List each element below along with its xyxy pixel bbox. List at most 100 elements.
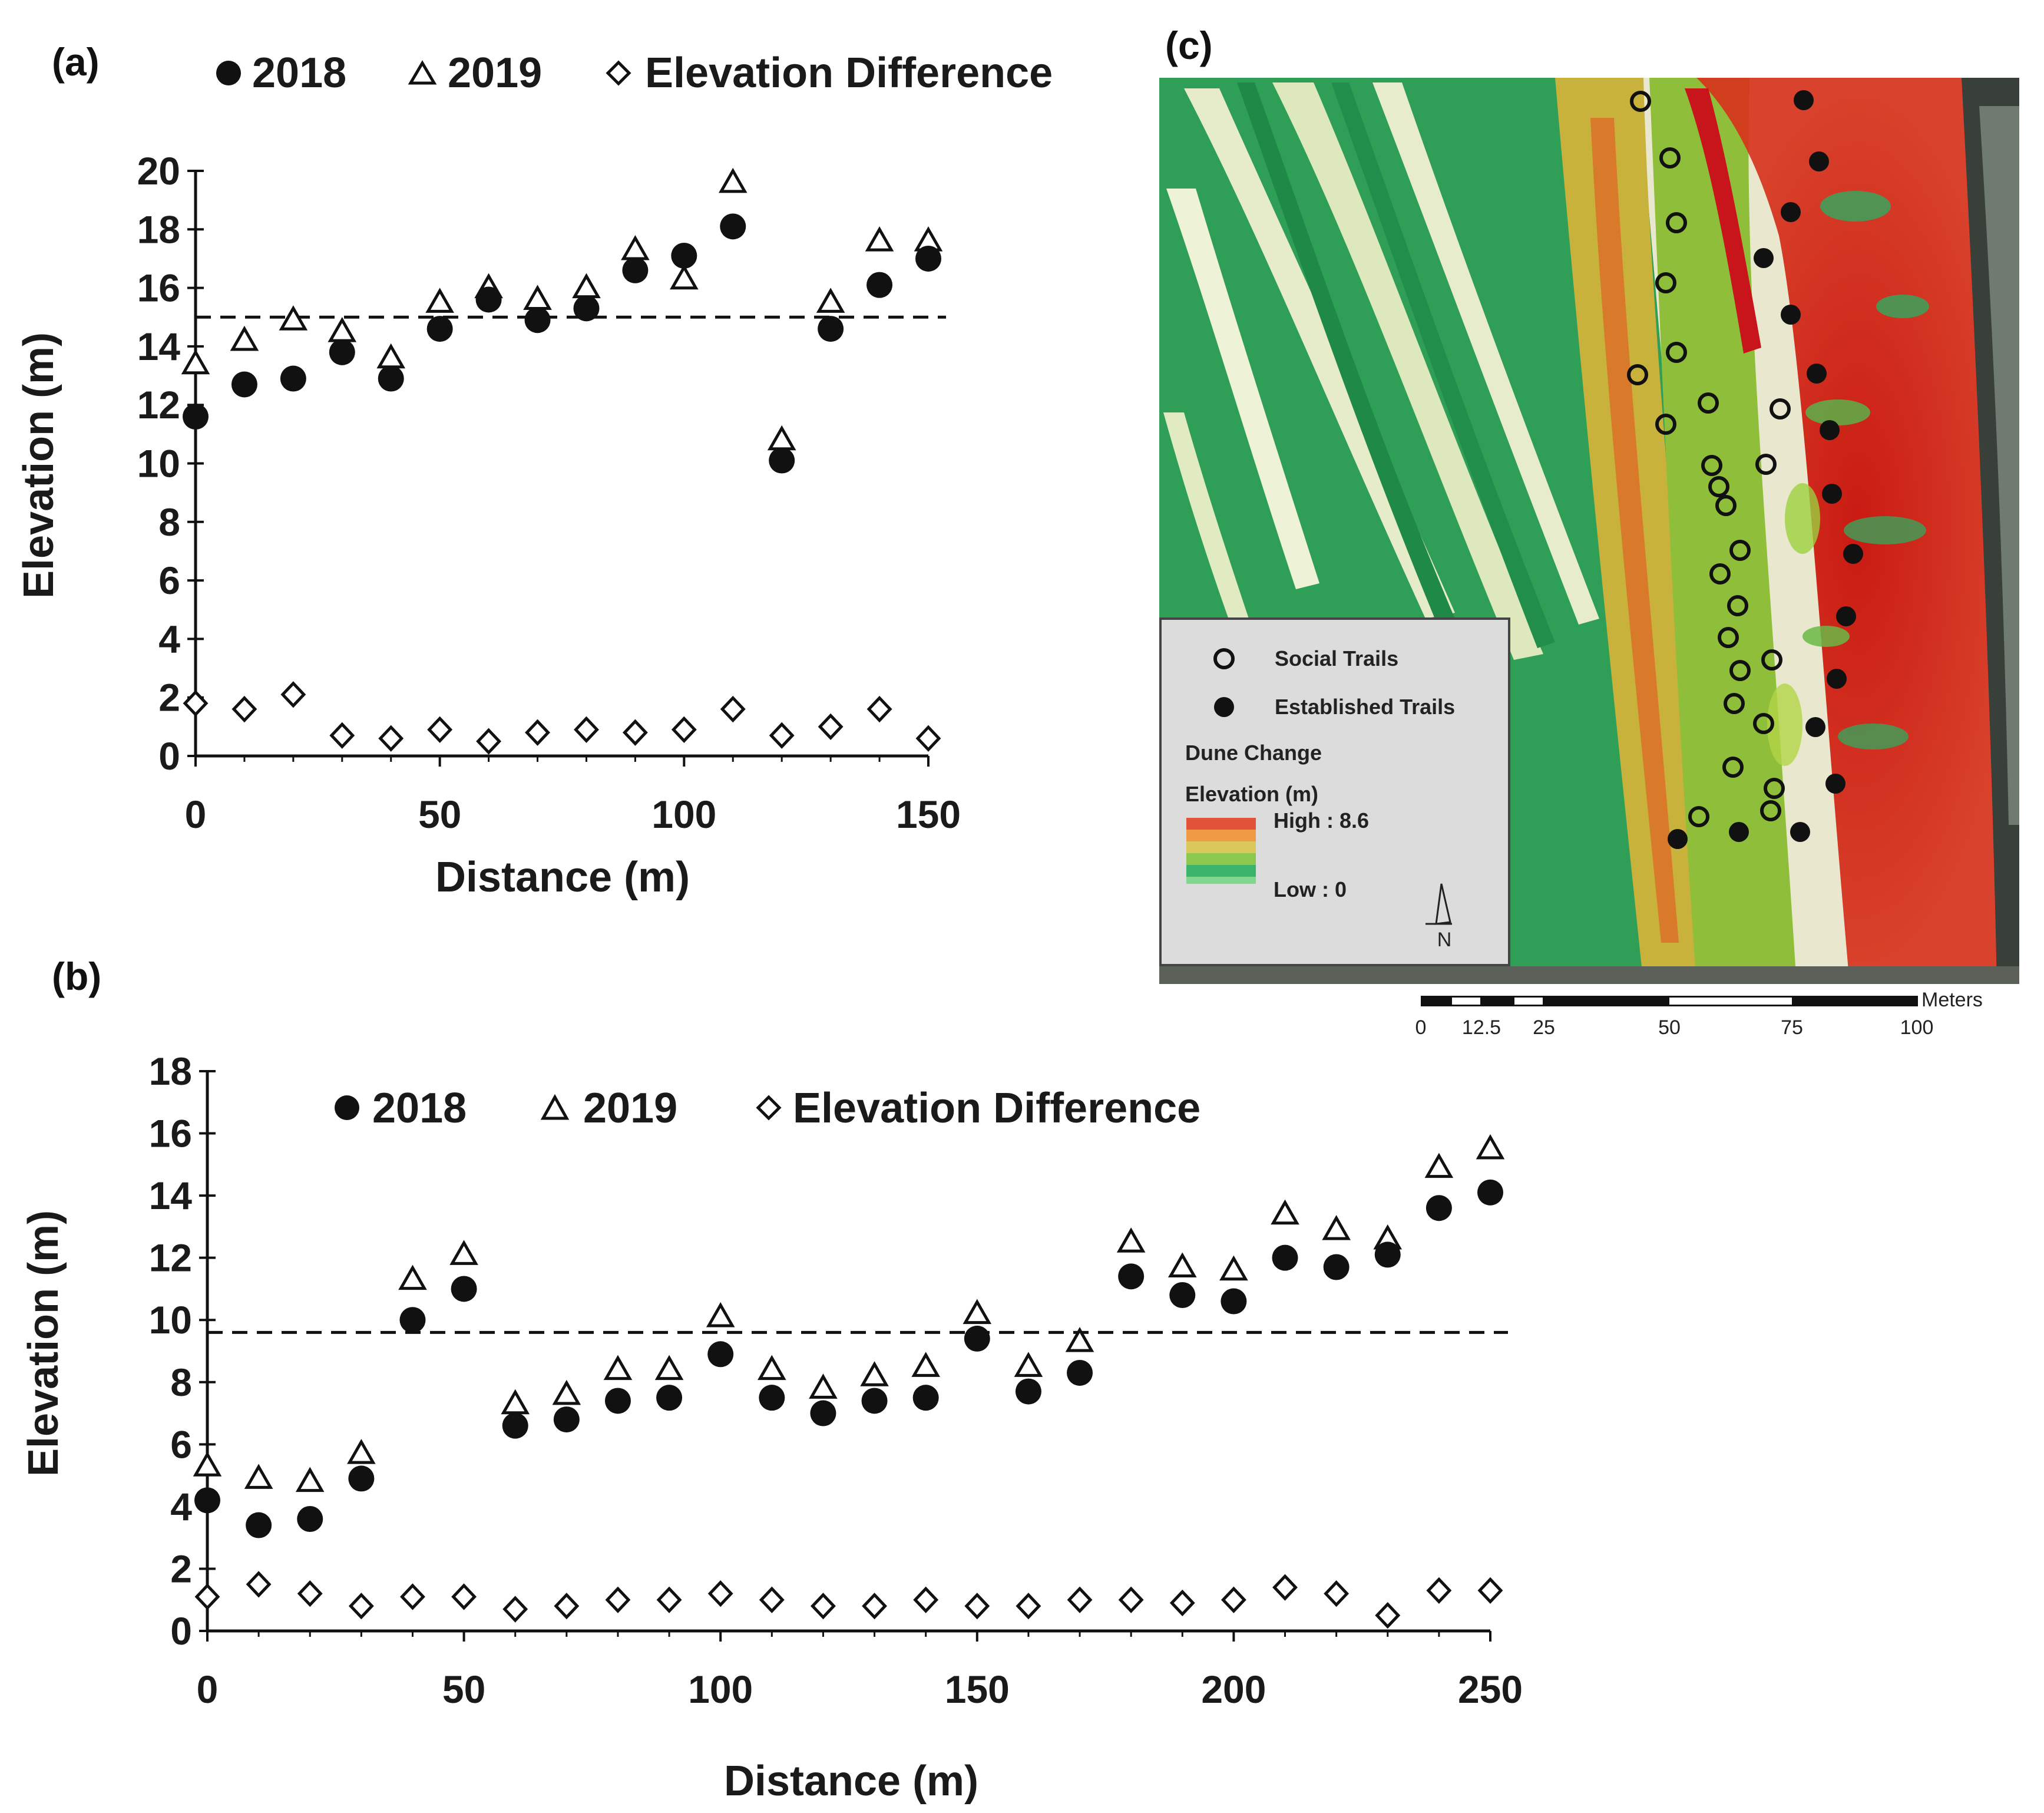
social-trail-point <box>1666 342 1687 363</box>
social-trail-point <box>1718 627 1739 648</box>
x-tick-label: 150 <box>945 1667 1010 1711</box>
legend-2019-marker <box>408 60 437 85</box>
legend-elevation-difference-label: Elevation Difference <box>645 49 1053 97</box>
social-trail-point <box>1770 398 1791 420</box>
color-ramp <box>1186 818 1256 884</box>
point-2019 <box>501 1389 530 1415</box>
point-2019 <box>347 1439 376 1464</box>
point-2019 <box>809 1373 838 1399</box>
social-trail-point <box>1715 495 1737 516</box>
established-trail-point <box>1781 305 1801 325</box>
dune-change-title: Dune Change <box>1185 741 1322 765</box>
legend-elevation-difference-marker <box>606 60 631 86</box>
point-2018 <box>502 1412 528 1439</box>
point-2018 <box>915 245 941 272</box>
panel-c-label: (c) <box>1165 24 1213 67</box>
point-2019 <box>398 1264 427 1290</box>
point-2018 <box>1323 1254 1350 1280</box>
point-2018 <box>861 1388 888 1414</box>
social-trail-point <box>1627 364 1648 385</box>
point-elevation-difference <box>1426 1577 1452 1604</box>
established-trail-point <box>1809 151 1829 171</box>
established-trails-symbol <box>1214 697 1234 717</box>
panel-b-label: (b) <box>52 955 101 998</box>
point-elevation-difference <box>1118 1586 1144 1613</box>
point-elevation-difference <box>915 725 941 752</box>
legend-elevation-difference-label: Elevation Difference <box>793 1085 1200 1132</box>
point-2018 <box>1169 1282 1196 1308</box>
scale-tick-label: 100 <box>1900 1016 1934 1039</box>
x-tick-label: 0 <box>197 1667 219 1711</box>
social-trail-point <box>1630 91 1651 112</box>
point-elevation-difference <box>554 1593 580 1620</box>
point-elevation-difference <box>818 713 844 740</box>
established-trail-point <box>1754 248 1774 268</box>
point-2018 <box>1374 1241 1401 1268</box>
y-tick-label: 18 <box>137 207 180 251</box>
legend-2018-label: 2018 <box>252 49 346 97</box>
north-arrow-label: N <box>1437 929 1452 951</box>
point-2018 <box>524 307 551 333</box>
social-trail-point <box>1659 147 1681 169</box>
point-2019 <box>449 1240 478 1265</box>
established-trail-point <box>1825 774 1845 794</box>
y-tick-label: 8 <box>158 500 180 544</box>
point-2019 <box>1271 1199 1299 1225</box>
point-2019 <box>621 235 650 260</box>
established-trail-point <box>1805 717 1825 737</box>
point-elevation-difference <box>622 719 648 746</box>
ramp-low-label: Low : 0 <box>1274 877 1347 901</box>
point-elevation-difference <box>656 1586 682 1613</box>
social-trail-point <box>1701 455 1722 476</box>
point-elevation-difference <box>866 695 892 723</box>
point-2019 <box>376 343 406 369</box>
point-elevation-difference <box>913 1586 939 1613</box>
point-elevation-difference <box>348 1593 374 1620</box>
legend-2019-marker <box>540 1094 570 1120</box>
point-2018 <box>604 1388 631 1414</box>
point-2019 <box>181 349 210 375</box>
established-trail-point <box>1822 484 1842 504</box>
y-tick-label: 2 <box>158 676 180 719</box>
point-2018 <box>1015 1378 1041 1405</box>
point-elevation-difference <box>1272 1574 1298 1601</box>
panel-b-x-axis-title: Distance (m) <box>724 1758 978 1805</box>
point-elevation-difference <box>862 1593 888 1620</box>
point-elevation-difference <box>1324 1580 1350 1607</box>
point-2019 <box>523 285 552 310</box>
point-elevation-difference <box>502 1596 528 1623</box>
point-2018 <box>183 404 209 430</box>
trail-markers <box>1627 90 1863 849</box>
x-tick-label: 50 <box>442 1667 485 1711</box>
y-tick-label: 18 <box>149 1049 192 1093</box>
established-trail-point <box>1843 544 1863 564</box>
point-2018 <box>194 1487 220 1514</box>
point-2018 <box>818 316 844 342</box>
point-elevation-difference <box>400 1583 425 1610</box>
point-elevation-difference <box>574 716 599 743</box>
point-elevation-difference <box>1221 1586 1246 1613</box>
point-elevation-difference <box>1016 1593 1041 1620</box>
point-elevation-difference <box>231 695 257 723</box>
point-elevation-difference <box>194 1583 220 1610</box>
point-elevation-difference <box>451 1583 477 1610</box>
point-2018 <box>297 1506 323 1532</box>
point-2018 <box>707 1341 734 1368</box>
y-tick-label: 12 <box>149 1236 192 1280</box>
social-trails-symbol <box>1213 648 1235 669</box>
point-2018 <box>912 1385 939 1411</box>
north-arrow-icon <box>1425 883 1452 925</box>
point-2018 <box>399 1307 426 1333</box>
panel-a-chart: (a) 2018 2019 Elevation Difference 02468… <box>15 40 1053 901</box>
legend-elevation-difference-marker <box>756 1095 782 1121</box>
legend-2018-marker <box>216 61 241 85</box>
point-2018 <box>573 295 600 322</box>
point-2018 <box>720 213 746 240</box>
y-tick-label: 12 <box>137 383 180 427</box>
scale-tick-label: 50 <box>1658 1016 1681 1039</box>
point-2018 <box>231 371 257 398</box>
point-2018 <box>1118 1263 1145 1290</box>
x-tick-label: 50 <box>418 792 461 836</box>
social-trails-label: Social Trails <box>1275 646 1398 671</box>
